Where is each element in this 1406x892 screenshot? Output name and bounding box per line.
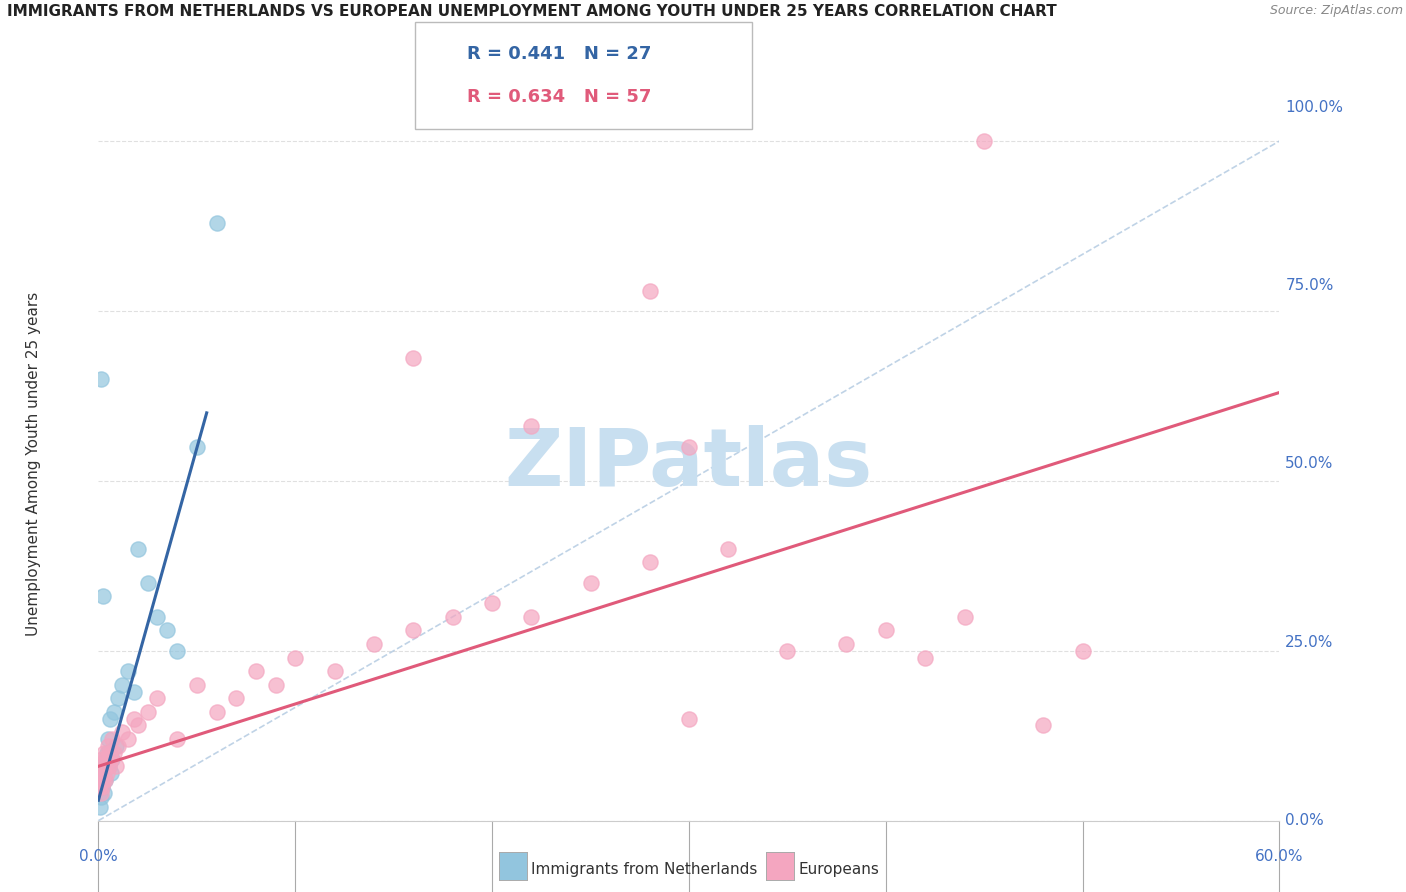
Point [678, 712, 700, 726]
Point [166, 732, 188, 747]
Text: R = 0.441   N = 27: R = 0.441 N = 27 [467, 45, 651, 63]
Point [103, 705, 125, 719]
Point [93, 590, 115, 604]
Point [579, 575, 602, 590]
Point [105, 759, 128, 773]
Point [127, 541, 149, 556]
Point [93, 787, 115, 801]
Point [91, 780, 114, 794]
Text: R = 0.634   N = 57: R = 0.634 N = 57 [467, 88, 651, 106]
Text: 60.0%: 60.0% [1256, 849, 1303, 864]
Point [225, 691, 247, 706]
Point [89, 759, 111, 773]
Point [98, 746, 121, 760]
Point [90, 372, 112, 386]
Point [103, 746, 125, 760]
Point [97, 739, 120, 753]
Text: Immigrants from Netherlands: Immigrants from Netherlands [531, 863, 758, 877]
Point [122, 684, 145, 698]
Point [96, 746, 118, 760]
Point [122, 712, 145, 726]
Point [93, 766, 115, 780]
Text: 100.0%: 100.0% [1285, 100, 1343, 114]
Point [520, 419, 543, 434]
Point [111, 725, 134, 739]
Point [105, 739, 128, 753]
Point [90, 766, 112, 780]
Point [717, 541, 740, 556]
Point [91, 780, 114, 794]
Text: 0.0%: 0.0% [79, 849, 118, 864]
Text: 25.0%: 25.0% [1285, 635, 1334, 649]
Point [953, 609, 976, 624]
Point [678, 440, 700, 454]
Point [638, 284, 661, 298]
Point [166, 644, 188, 658]
Point [205, 216, 228, 230]
Point [117, 664, 139, 678]
Point [875, 624, 897, 638]
Text: 50.0%: 50.0% [1285, 457, 1334, 471]
Text: IMMIGRANTS FROM NETHERLANDS VS EUROPEAN UNEMPLOYMENT AMONG YOUTH UNDER 25 YEARS : IMMIGRANTS FROM NETHERLANDS VS EUROPEAN … [7, 4, 1057, 20]
Point [136, 705, 159, 719]
Point [186, 440, 208, 454]
Point [93, 746, 115, 760]
Point [146, 609, 169, 624]
Point [94, 772, 117, 787]
Point [98, 759, 121, 773]
Point [973, 134, 995, 148]
Text: 0.0%: 0.0% [1285, 814, 1324, 828]
Point [101, 752, 124, 766]
Point [441, 609, 464, 624]
Point [107, 739, 129, 753]
Text: ZIPatlas: ZIPatlas [505, 425, 873, 503]
Point [1032, 718, 1054, 732]
Point [205, 705, 228, 719]
Point [90, 787, 112, 801]
Point [100, 766, 122, 780]
Point [96, 752, 118, 766]
Point [264, 678, 287, 692]
Point [402, 624, 425, 638]
Point [146, 691, 169, 706]
Point [363, 637, 385, 651]
Text: Source: ZipAtlas.com: Source: ZipAtlas.com [1270, 4, 1403, 18]
Point [94, 772, 117, 787]
Point [245, 664, 267, 678]
Text: 75.0%: 75.0% [1285, 278, 1334, 293]
Point [101, 732, 124, 747]
Point [402, 351, 425, 366]
Point [89, 800, 111, 814]
Point [93, 759, 115, 773]
Point [776, 644, 799, 658]
Point [98, 712, 121, 726]
Point [89, 780, 111, 794]
Point [136, 575, 159, 590]
Point [1071, 644, 1094, 658]
Point [91, 759, 114, 773]
Point [914, 650, 936, 665]
Point [91, 772, 114, 787]
Point [127, 718, 149, 732]
Point [156, 624, 179, 638]
Point [97, 732, 120, 747]
Point [284, 650, 307, 665]
Point [98, 759, 121, 773]
Point [96, 766, 118, 780]
Point [520, 609, 543, 624]
Text: Unemployment Among Youth under 25 years: Unemployment Among Youth under 25 years [25, 292, 41, 636]
Point [89, 772, 111, 787]
Point [638, 555, 661, 569]
Point [111, 678, 134, 692]
Point [117, 732, 139, 747]
Text: Europeans: Europeans [799, 863, 880, 877]
Point [107, 691, 129, 706]
Point [323, 664, 346, 678]
Point [186, 678, 208, 692]
Point [91, 752, 114, 766]
Point [90, 789, 112, 804]
Point [100, 752, 122, 766]
Point [481, 596, 503, 610]
Point [835, 637, 858, 651]
